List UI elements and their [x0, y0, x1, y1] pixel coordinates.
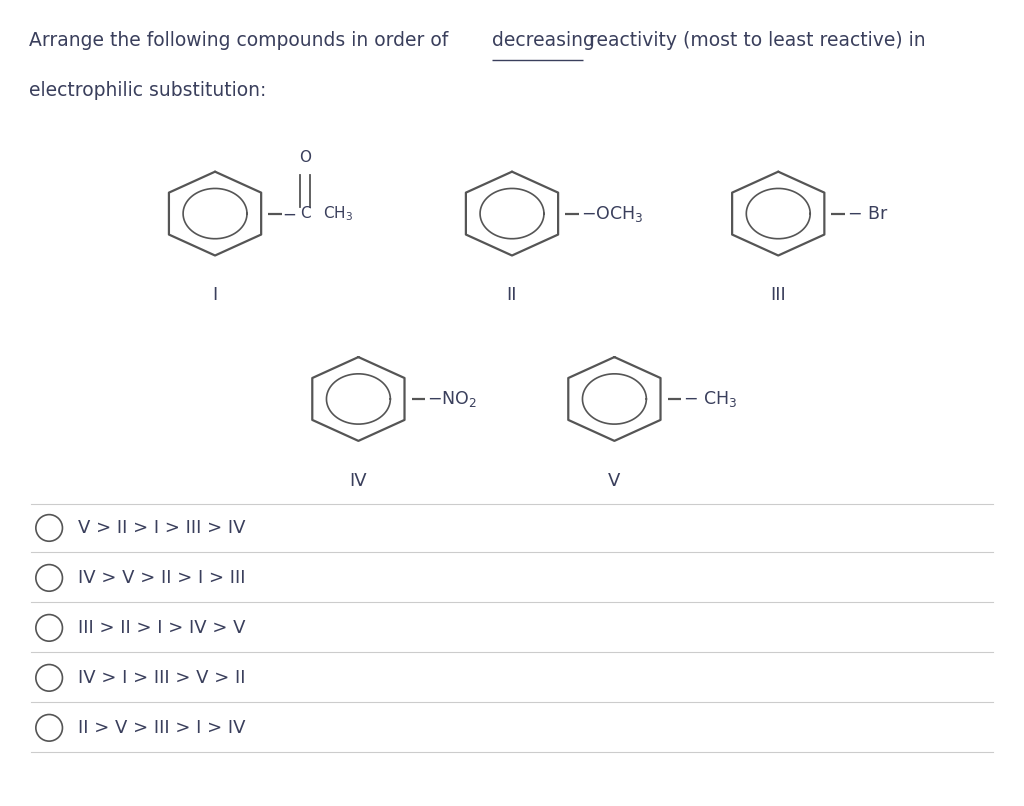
Text: III: III	[770, 286, 786, 304]
Text: IV > V > II > I > III: IV > V > II > I > III	[78, 569, 246, 587]
Text: O: O	[299, 150, 311, 165]
Text: CH$_3$: CH$_3$	[323, 204, 352, 223]
Text: decreasing: decreasing	[492, 31, 594, 50]
Text: IV > I > III > V > II: IV > I > III > V > II	[78, 669, 246, 687]
Text: II: II	[507, 286, 517, 304]
Text: C: C	[300, 206, 310, 221]
Text: V > II > I > III > IV: V > II > I > III > IV	[78, 519, 246, 537]
Text: reactivity (most to least reactive) in: reactivity (most to least reactive) in	[583, 31, 926, 50]
Text: I: I	[212, 286, 218, 304]
Text: $-$: $-$	[282, 205, 296, 222]
Text: $-$NO$_2$: $-$NO$_2$	[427, 389, 477, 409]
Text: IV: IV	[349, 472, 368, 489]
Text: V: V	[608, 472, 621, 489]
Text: II > V > III > I > IV: II > V > III > I > IV	[78, 719, 246, 737]
Text: $-$OCH$_3$: $-$OCH$_3$	[581, 204, 643, 223]
Text: electrophilic substitution:: electrophilic substitution:	[29, 81, 266, 100]
Text: $-$ Br: $-$ Br	[847, 205, 888, 222]
Text: $-$ CH$_3$: $-$ CH$_3$	[683, 389, 737, 409]
Text: III > II > I > IV > V: III > II > I > IV > V	[78, 619, 246, 637]
Text: Arrange the following compounds in order of: Arrange the following compounds in order…	[29, 31, 454, 50]
